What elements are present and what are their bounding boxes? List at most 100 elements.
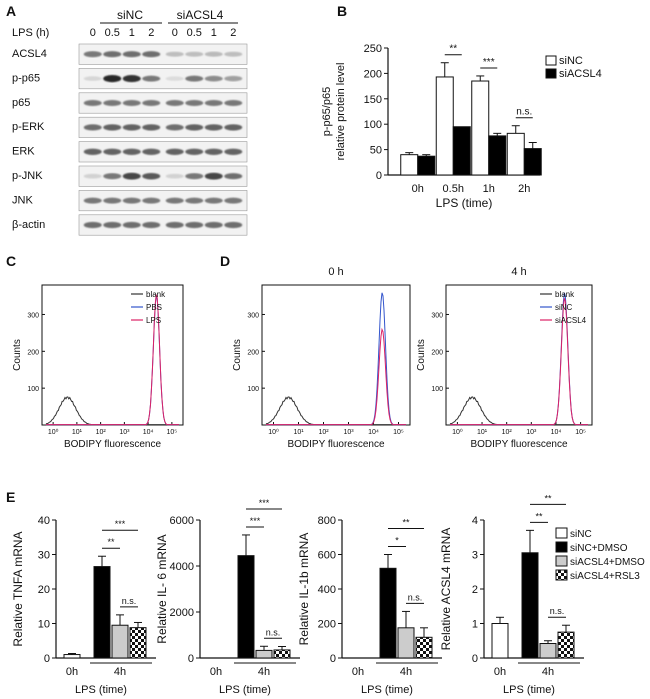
e-legend-label: siACSL4+DMSO bbox=[570, 557, 645, 568]
e-sig-label: n.s. bbox=[122, 596, 137, 606]
e-sig-label: ** bbox=[535, 511, 543, 521]
blot-band bbox=[83, 51, 102, 58]
blot-row-label: β-actin bbox=[12, 219, 45, 231]
e-bar bbox=[63, 654, 81, 659]
b-x-label: LPS (time) bbox=[436, 196, 493, 210]
e-bar bbox=[521, 552, 539, 659]
hist-x-tick-label: 10³ bbox=[119, 429, 130, 436]
blot-band bbox=[204, 75, 223, 82]
blot-band bbox=[83, 197, 102, 204]
e-legend-swatch bbox=[555, 555, 568, 567]
lps-hours-label: LPS (h) bbox=[12, 27, 49, 39]
b-bar-siNC bbox=[471, 80, 490, 176]
e-y-tick-label: 4 bbox=[472, 515, 478, 527]
hist-x-tick-label: 10⁴ bbox=[143, 429, 154, 436]
blot-band bbox=[142, 221, 161, 229]
e-legend-swatch bbox=[555, 541, 568, 553]
blot-band bbox=[224, 148, 243, 155]
e-bar bbox=[237, 555, 255, 659]
panel-label-c: C bbox=[6, 253, 16, 269]
chart-e-acsl4: 0 1 2 3 4 Relative ACSL4 mRNA 0h 4h LPS (time) **… bbox=[439, 493, 584, 696]
b-y-label-line2: relative protein level bbox=[335, 63, 347, 161]
blot-band bbox=[122, 197, 141, 204]
blot-strip bbox=[78, 43, 248, 65]
group-label-sinc: siNC bbox=[117, 8, 143, 22]
blot-band bbox=[185, 173, 204, 180]
e-group-label: 4h bbox=[114, 666, 126, 678]
e-bar bbox=[93, 566, 111, 659]
e-bar bbox=[255, 649, 273, 659]
panel-label-d: D bbox=[220, 253, 230, 269]
e-group-label: 0h bbox=[66, 666, 78, 678]
blot-band bbox=[185, 75, 204, 82]
blot-band bbox=[142, 99, 161, 107]
e-y-tick-label: 0 bbox=[472, 653, 478, 665]
blot-band bbox=[224, 51, 243, 57]
hist-x-tick-label: 10⁴ bbox=[368, 429, 379, 436]
blot-strip bbox=[78, 141, 248, 163]
blot-band bbox=[185, 99, 204, 107]
hist-curve-LPS bbox=[46, 294, 179, 426]
hist-legend-label: siNC bbox=[555, 303, 573, 312]
hist-x-tick-label: 10⁰ bbox=[48, 428, 59, 436]
hist-y-label: Counts bbox=[232, 339, 243, 371]
blot-band bbox=[185, 197, 204, 204]
hist-y-tick-label: 200 bbox=[247, 349, 259, 356]
hist-x-tick-label: 10² bbox=[318, 429, 329, 436]
hist-y-tick-label: 200 bbox=[431, 349, 443, 356]
lane-label: 2 bbox=[148, 27, 154, 39]
e-y-tick-label: 400 bbox=[318, 584, 336, 596]
blot-band bbox=[122, 75, 141, 83]
hist-x-tick-label: 10⁵ bbox=[393, 429, 404, 436]
blot-band bbox=[142, 124, 161, 131]
chart-e-il1b: 0 200 400 600 800 Relative IL-1b mRNA 0h 4h LPS … bbox=[297, 515, 442, 696]
e-y-tick-label: 1 bbox=[472, 619, 478, 631]
hist-legend-label: siACSL4 bbox=[555, 316, 587, 325]
hist-curve-blank bbox=[45, 396, 179, 426]
panel-label-a: A bbox=[6, 3, 16, 19]
e-bar bbox=[111, 624, 129, 659]
e-bar bbox=[491, 623, 509, 659]
e-x-label: LPS (time) bbox=[503, 684, 555, 696]
hist-x-tick-label: 10³ bbox=[526, 429, 537, 436]
blot-band bbox=[142, 148, 161, 155]
e-y-label: Relative IL- 6 mRNA bbox=[155, 534, 169, 643]
hist-legend-label: blank bbox=[146, 290, 166, 299]
hist-x-label: BODIPY fluorescence bbox=[287, 439, 385, 450]
e-sig-label: n.s. bbox=[408, 592, 423, 602]
e-sig-label: ** bbox=[544, 493, 552, 503]
blot-row-label: JNK bbox=[12, 194, 33, 206]
hist-legend-label: LPS bbox=[146, 316, 161, 325]
b-bar-siACSL4 bbox=[523, 148, 542, 176]
blot-band bbox=[204, 172, 223, 180]
hist-curve-siNC bbox=[450, 292, 588, 426]
blot-band bbox=[103, 124, 122, 131]
b-bar-siNC bbox=[435, 76, 454, 176]
blot-band bbox=[103, 99, 122, 107]
blot-band bbox=[122, 221, 141, 229]
e-sig-label: *** bbox=[259, 498, 270, 508]
hist-x-tick-label: 10¹ bbox=[293, 429, 304, 436]
blot-band bbox=[204, 197, 223, 204]
e-y-label: Relative ACSL4 mRNA bbox=[439, 528, 453, 651]
blot-strip bbox=[78, 68, 248, 90]
chart-b: 0 50 100 150 200 250 p-p65/p65 relative protein… bbox=[321, 43, 602, 210]
lane-label: 1 bbox=[211, 27, 217, 39]
b-bar-siACSL4 bbox=[488, 135, 507, 176]
hist-y-label: Counts bbox=[416, 339, 427, 371]
blot-band bbox=[165, 197, 184, 204]
e-sig-label: n.s. bbox=[550, 606, 565, 616]
b-y-tick-label: 150 bbox=[364, 94, 382, 106]
e-y-tick-label: 800 bbox=[318, 515, 336, 527]
e-x-label: LPS (time) bbox=[219, 684, 271, 696]
hist-x-tick-label: 10⁵ bbox=[575, 429, 586, 436]
blot-band bbox=[103, 74, 122, 83]
b-bar-siACSL4 bbox=[452, 126, 471, 176]
hist-x-tick-label: 10³ bbox=[343, 429, 354, 436]
hist-y-tick-label: 300 bbox=[247, 312, 259, 319]
e-y-label: Relative TNFA mRNA bbox=[11, 531, 25, 646]
blot-row-label: p-JNK bbox=[12, 170, 43, 182]
e-y-label: Relative IL-1b mRNA bbox=[297, 533, 311, 646]
blot-band bbox=[224, 173, 243, 180]
